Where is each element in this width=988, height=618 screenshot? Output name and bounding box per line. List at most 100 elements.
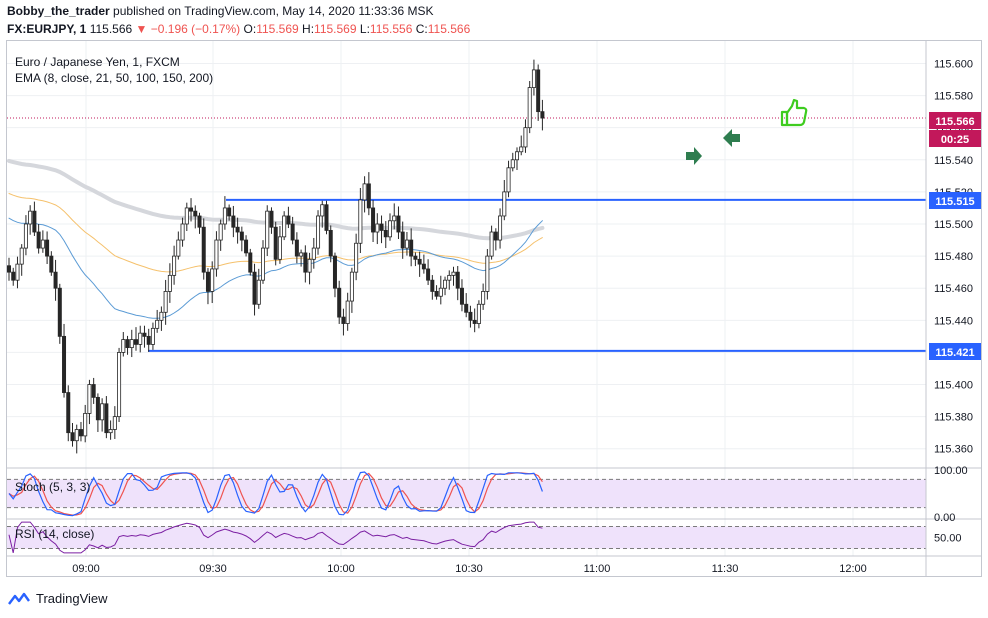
candle-body — [515, 151, 520, 161]
candle-body — [252, 271, 257, 305]
candle-body — [49, 255, 54, 273]
ema-legend[interactable]: EMA (8, close, 21, 50, 100, 150, 200) — [15, 71, 213, 85]
instrument-legend[interactable]: Euro / Japanese Yen, 1, FXCM — [15, 55, 180, 69]
x-tick-label: 11:00 — [584, 563, 611, 575]
candle-body — [74, 429, 79, 442]
candle-body — [383, 230, 388, 238]
candle-body — [366, 183, 371, 209]
candle-body — [45, 239, 50, 257]
y-tick-label: 115.480 — [934, 251, 973, 263]
candle-body — [438, 287, 443, 297]
tradingview-brand[interactable]: TradingView — [8, 591, 108, 606]
resistance-tag-bg — [929, 192, 981, 209]
candle-body — [455, 271, 460, 289]
candle-body — [311, 247, 316, 260]
candle-body — [485, 255, 490, 292]
stoch-band — [7, 479, 926, 508]
candle-body — [519, 146, 524, 153]
rsi-tick-label: 50.00 — [934, 533, 962, 545]
candle-body — [345, 300, 350, 324]
y-tick-label: 115.380 — [934, 412, 973, 424]
close-value: 115.566 — [427, 22, 471, 36]
rsi-band — [7, 526, 926, 549]
candle-body — [138, 332, 143, 345]
candle-body — [53, 271, 58, 289]
stoch-legend[interactable]: Stoch (5, 3, 3) — [15, 480, 90, 494]
support-tag-bg — [929, 343, 981, 360]
candle-body — [83, 413, 88, 437]
x-tick-label: 12:00 — [839, 563, 867, 575]
candle-body — [324, 204, 329, 231]
y-tick-label: 115.540 — [934, 155, 973, 167]
candle-body — [142, 332, 147, 337]
candle-body — [32, 210, 37, 233]
countdown-tag: 00:25 — [941, 134, 969, 146]
ema-line — [8, 217, 543, 319]
publish-info: published on TradingView.com, May 14, 20… — [113, 4, 434, 18]
candle-body — [328, 230, 333, 257]
candle-body — [354, 242, 359, 273]
candle-body — [358, 199, 363, 244]
candle-body — [91, 384, 96, 398]
left-arrow-icon — [723, 129, 740, 147]
candle-body — [104, 403, 109, 434]
candle-body — [349, 271, 354, 302]
thumbs-up-icon — [780, 98, 808, 127]
candle-body — [290, 223, 295, 241]
candle-body — [379, 223, 384, 231]
candle-body — [510, 159, 515, 169]
candle-body — [184, 207, 189, 225]
candle-body — [100, 403, 105, 421]
candle-body — [256, 279, 261, 305]
open-value: 115.569 — [256, 22, 299, 36]
y-tick-label: 115.580 — [934, 91, 973, 103]
y-tick-label: 115.600 — [934, 58, 973, 70]
chart-frame — [6, 40, 982, 577]
candle-body — [248, 252, 253, 273]
candle-body — [506, 167, 511, 193]
candle-body — [464, 303, 469, 313]
stoch-tick-label: 0.00 — [934, 512, 955, 524]
high-value: 115.569 — [314, 22, 357, 36]
indicator-lines — [8, 471, 543, 554]
candle-body — [523, 127, 528, 148]
candle-body — [95, 396, 100, 421]
candle-body — [307, 258, 312, 273]
open-label: O: — [243, 22, 257, 36]
high-label: H: — [302, 22, 315, 36]
candle-body — [481, 291, 486, 305]
candle-body — [227, 207, 232, 217]
candle-body — [112, 416, 117, 430]
candle-body — [447, 274, 452, 281]
candle-body — [87, 384, 92, 414]
candle-body — [332, 255, 337, 289]
candle-body — [133, 339, 138, 345]
candle-body — [502, 191, 507, 217]
low-label: L: — [359, 22, 370, 36]
candle-body — [180, 223, 185, 241]
annotations — [686, 98, 808, 165]
candle-body — [155, 319, 160, 329]
candle-body — [239, 231, 244, 241]
candle-body — [269, 210, 274, 228]
candle-body — [409, 239, 414, 257]
y-tick-label: 115.400 — [934, 380, 973, 392]
candle-body — [400, 231, 405, 249]
rsi-legend[interactable]: RSI (14, close) — [15, 527, 94, 541]
symbol-label: FX:EURJPY, 1 — [7, 22, 87, 36]
y-tick-label: 115.500 — [934, 219, 973, 231]
candle-body — [421, 263, 426, 270]
y-tick-label: 115.460 — [934, 283, 973, 295]
author-name[interactable]: Bobby_the_trader — [7, 4, 110, 18]
indicator-panes — [7, 478, 926, 549]
candle-body — [214, 239, 219, 270]
candle-body — [265, 210, 270, 249]
level-lines[interactable] — [7, 117, 926, 352]
candle-body — [417, 258, 422, 265]
candle-body — [476, 303, 481, 324]
candle-body — [299, 252, 304, 257]
candle-body — [459, 287, 464, 305]
candle-body — [176, 239, 181, 257]
axes: 09:00 09:30 10:00 10:30 11:00 11:30 12:00 115.6… — [7, 41, 981, 577]
